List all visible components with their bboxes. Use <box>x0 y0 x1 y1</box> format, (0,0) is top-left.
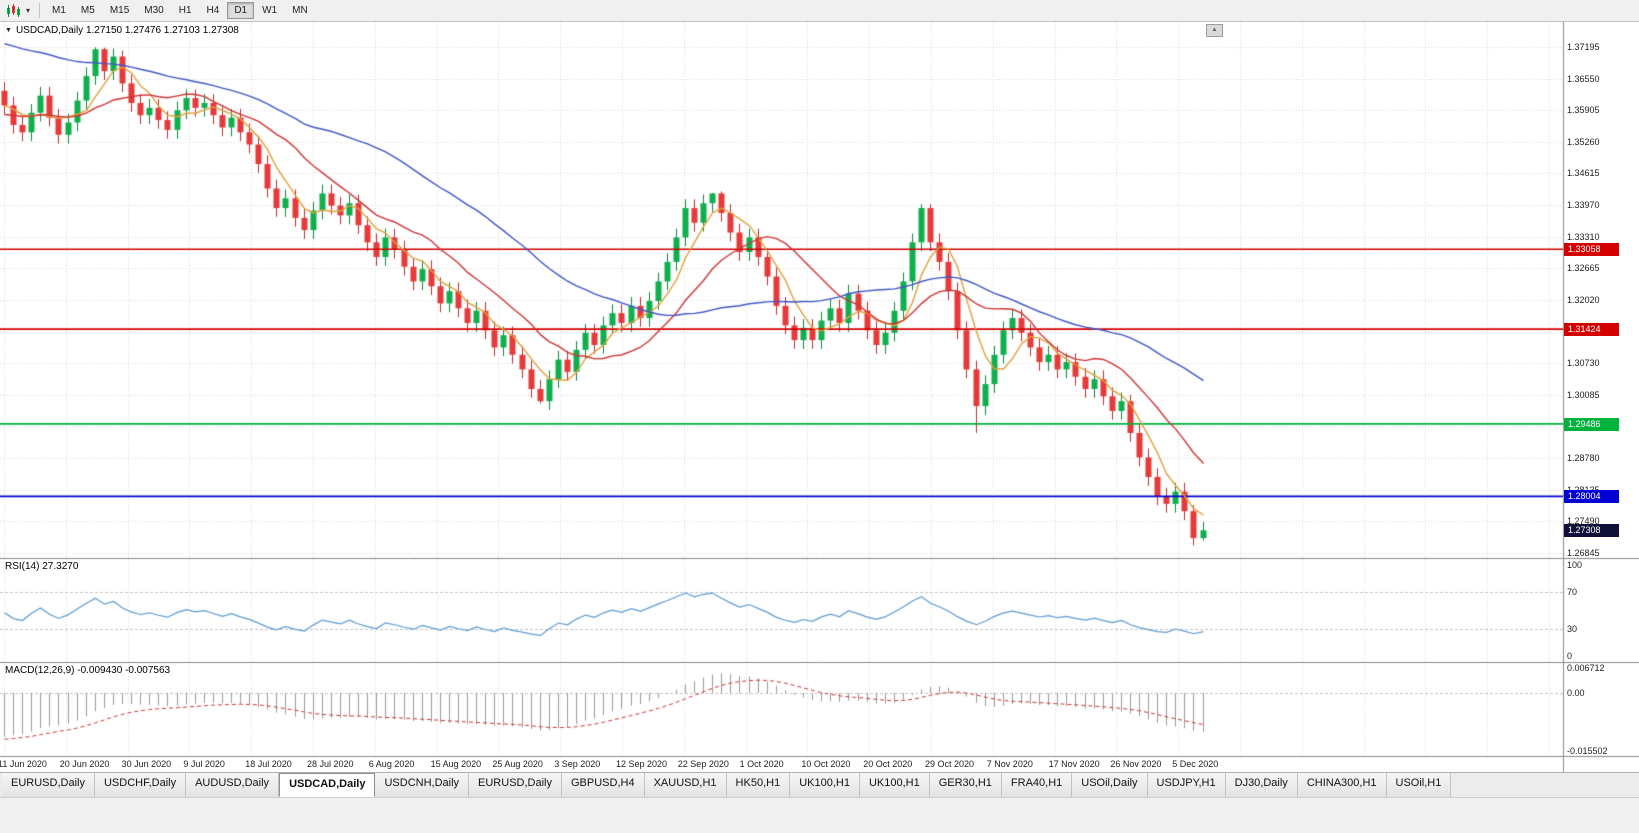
tab-usdjpy-h1[interactable]: USDJPY,H1 <box>1147 773 1226 797</box>
price-axis-label: 1.32020 <box>1567 295 1600 305</box>
tab-china300-h1[interactable]: CHINA300,H1 <box>1297 773 1387 797</box>
macd-axis-label: 0.006712 <box>1567 663 1605 673</box>
price-axis-label: 1.26845 <box>1567 548 1600 558</box>
chart-area[interactable]: ▼ USDCAD,Daily 1.27150 1.27476 1.27103 1.… <box>0 22 1639 772</box>
toolbar: ▾ M1 M5 M15 M30 H1 H4 D1 W1 MN <box>0 0 1639 22</box>
price-axis-label: 1.35260 <box>1567 136 1600 147</box>
price-axis-label: 1.28135 <box>1567 485 1600 495</box>
tab-usoil-h1[interactable]: USOil,H1 <box>1386 773 1452 797</box>
price-axis-label: 1.27490 <box>1567 516 1600 527</box>
timeframe-button-group: M1 M5 M15 M30 H1 H4 D1 W1 MN <box>45 2 315 19</box>
tab-gbpusd-h4[interactable]: GBPUSD,H4 <box>562 773 645 797</box>
macd-axis-label: 0.00 <box>1567 688 1585 699</box>
tab-uk100-h1[interactable]: UK100,H1 <box>859 773 930 797</box>
hline-price-tag[interactable]: 1.28004 <box>1564 490 1619 504</box>
date-axis-label: 1 Oct 2020 <box>739 759 784 769</box>
macd-axis-label: -0.015502 <box>1567 746 1608 756</box>
price-axis-label: 1.28780 <box>1567 453 1600 464</box>
date-axis-label: 22 Sep 2020 <box>677 759 729 769</box>
collapse-triangle-icon[interactable]: ▼ <box>5 27 12 34</box>
rsi-axis-label: 100 <box>1567 560 1583 570</box>
tab-hk50-h1[interactable]: HK50,H1 <box>726 773 791 797</box>
rsi-axis-label: 30 <box>1567 623 1578 634</box>
timeframe-button-m30[interactable]: M30 <box>144 5 164 16</box>
tab-eurusd-daily[interactable]: EURUSD,Daily <box>2 773 95 797</box>
chart-type-icon[interactable] <box>4 3 22 19</box>
chart-scroll-button[interactable]: ▲ <box>1206 24 1223 37</box>
candlestick-icon-glyph <box>7 3 20 17</box>
price-axis-label: 1.35905 <box>1567 105 1600 116</box>
date-axis-label: 20 Jun 2020 <box>59 759 110 769</box>
timeframe-button-m5[interactable]: M5 <box>80 5 95 16</box>
tab-usdcnh-daily[interactable]: USDCNH,Daily <box>375 773 470 797</box>
date-axis-label: 15 Aug 2020 <box>430 759 482 769</box>
date-axis-label: 12 Sep 2020 <box>616 759 668 769</box>
timeframe-button-h1[interactable]: H1 <box>178 5 192 16</box>
price-axis-label: 1.37195 <box>1567 42 1600 52</box>
toolbar-separator <box>39 3 40 18</box>
date-axis-label: 25 Aug 2020 <box>492 759 543 769</box>
date-axis-label: 28 Jul 2020 <box>307 759 354 769</box>
rsi-indicator-label: RSI(14) 27.3270 <box>5 561 79 572</box>
hline-price-tag[interactable]: 1.29486 <box>1564 417 1619 431</box>
date-axis-label: 20 Oct 2020 <box>863 759 913 769</box>
price-chart-canvas[interactable] <box>0 22 1639 772</box>
rsi-axis-label: 70 <box>1567 587 1578 598</box>
date-axis-label: 11 Jun 2020 <box>0 759 47 769</box>
tab-ger30-h1[interactable]: GER30,H1 <box>929 773 1002 797</box>
symbol-tab-bar: EURUSD,Daily USDCHF,Daily AUDUSD,Daily USDC… <box>0 772 1639 797</box>
timeframe-button-m15[interactable]: M15 <box>109 5 130 16</box>
price-axis-label: 1.33310 <box>1567 231 1600 242</box>
status-bar <box>0 797 1639 833</box>
tab-audusd-daily[interactable]: AUDUSD,Daily <box>186 773 280 797</box>
chart-type-dropdown-icon[interactable]: ▾ <box>25 6 30 15</box>
date-axis-label: 9 Jul 2020 <box>183 759 225 769</box>
rsi-axis-label: 0 <box>1567 651 1573 661</box>
chart-info-line: ▼ USDCAD,Daily 1.27150 1.27476 1.27103 1.… <box>5 25 239 36</box>
date-axis-label: 26 Nov 2020 <box>1110 759 1162 769</box>
ohlc-info-text: USDCAD,Daily 1.27150 1.27476 1.27103 1.2… <box>15 25 239 36</box>
timeframe-button-w1[interactable]: W1 <box>262 5 278 16</box>
tab-usoil-daily[interactable]: USOil,Daily <box>1072 773 1148 797</box>
price-axis-label: 1.30730 <box>1567 358 1600 369</box>
tab-dj30-daily[interactable]: DJ30,Daily <box>1225 773 1298 797</box>
date-axis-label: 10 Oct 2020 <box>801 759 851 769</box>
timeframe-button-m1[interactable]: M1 <box>52 5 66 16</box>
tab-uk100-h1[interactable]: UK100,H1 <box>790 773 860 797</box>
timeframe-button-mn[interactable]: MN <box>292 5 308 16</box>
hline-price-tag[interactable]: 1.31424 <box>1564 323 1619 337</box>
price-axis-label: 1.33970 <box>1567 199 1600 210</box>
date-axis-label: 30 Jun 2020 <box>121 759 172 769</box>
current-price-tag: 1.27308 <box>1564 524 1619 538</box>
tab-usdchf-daily[interactable]: USDCHF,Daily <box>94 773 187 797</box>
price-axis-label: 1.36550 <box>1567 73 1600 84</box>
date-axis-label: 7 Nov 2020 <box>986 759 1033 769</box>
tab-fra40-h1[interactable]: FRA40,H1 <box>1001 773 1073 797</box>
price-axis-label: 1.32665 <box>1567 263 1600 274</box>
tab-usdcad-daily[interactable]: USDCAD,Daily <box>279 773 376 797</box>
date-axis-label: 3 Sep 2020 <box>554 759 601 769</box>
date-axis-label: 18 Jul 2020 <box>245 759 292 769</box>
timeframe-button-h4[interactable]: H4 <box>206 5 220 16</box>
timeframe-button-d1[interactable]: D1 <box>227 2 255 19</box>
date-axis-label: 17 Nov 2020 <box>1048 759 1100 769</box>
macd-indicator-label: MACD(12,26,9) -0.009430 -0.007563 <box>5 665 171 676</box>
price-axis-label: 1.34615 <box>1567 168 1600 179</box>
tab-eurusd-daily[interactable]: EURUSD,Daily <box>469 773 562 797</box>
date-axis-label: 5 Dec 2020 <box>1172 759 1219 769</box>
tab-xauusd-h1[interactable]: XAUUSD,H1 <box>644 773 727 797</box>
date-axis-label: 6 Aug 2020 <box>368 759 415 769</box>
price-axis-label: 1.30085 <box>1567 389 1600 400</box>
hline-price-tag[interactable]: 1.33058 <box>1564 243 1619 257</box>
date-axis-label: 29 Oct 2020 <box>925 759 975 769</box>
